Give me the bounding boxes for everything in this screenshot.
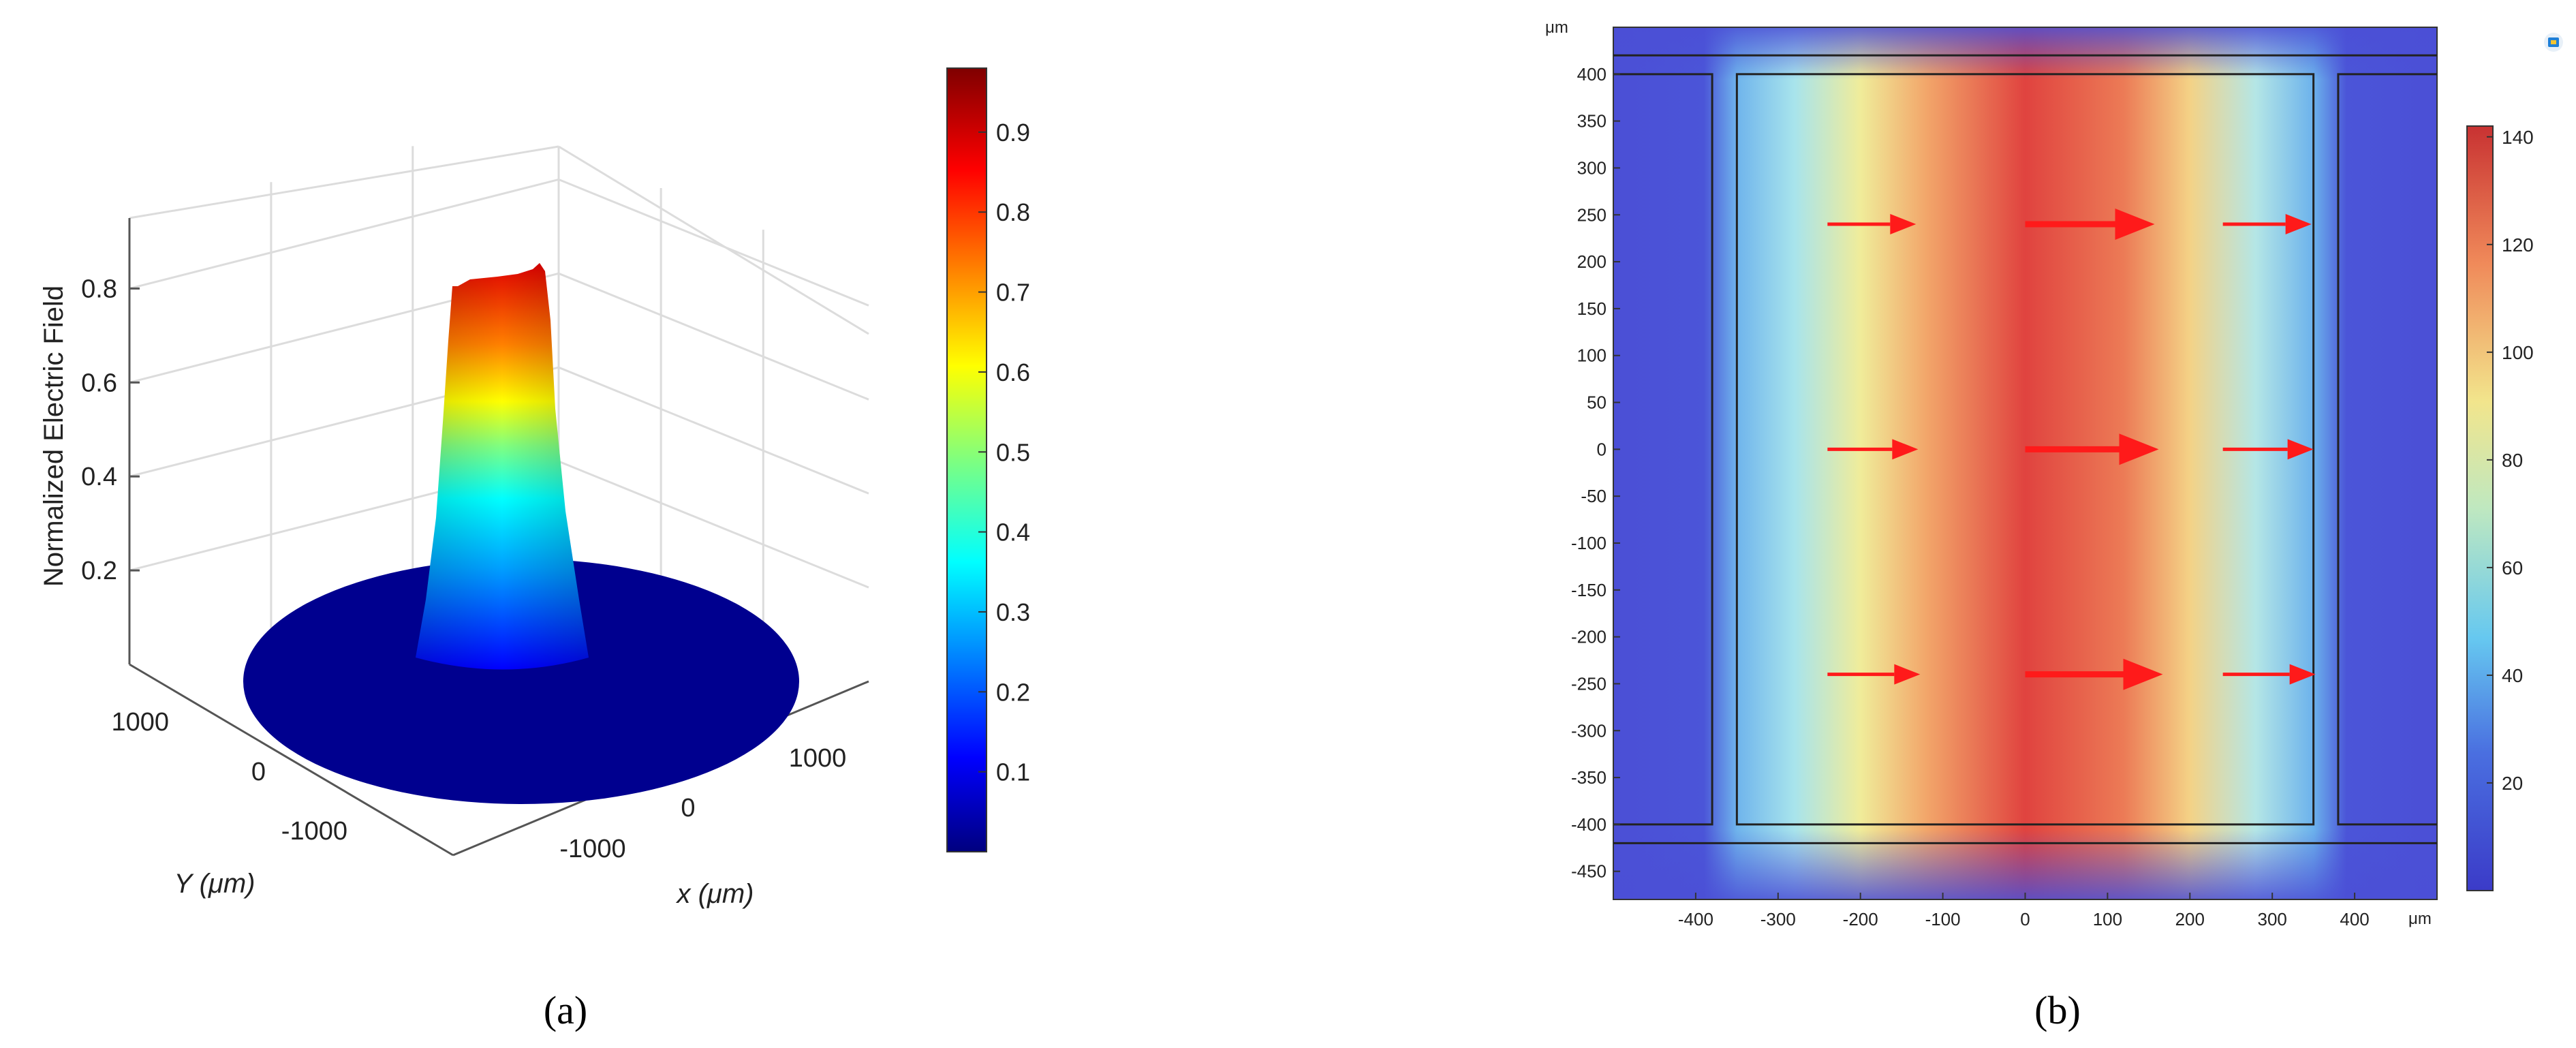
x-tick-label-b: 300	[2258, 909, 2287, 929]
caption-a: (a)	[544, 988, 587, 1032]
colorbar-a-tick-label: 0.4	[996, 519, 1030, 546]
colorbar-b-tick-label: 60	[2502, 557, 2523, 579]
outline-right	[2337, 73, 2437, 826]
x-tick-label-b: 0	[2020, 909, 2030, 929]
outline-left	[1613, 73, 1713, 826]
x-tick-label-b: 100	[2093, 909, 2122, 929]
colorbar-b	[2466, 125, 2494, 891]
grid-line	[129, 145, 559, 219]
y-tick-label-b: -100	[1571, 533, 1607, 553]
colorbar-a-tick-label: 0.6	[996, 358, 1030, 386]
colorbar-a-ticks: 0.1 0.2 0.3 0.4 0.5 0.6 0.7 0.8 0.9	[978, 119, 1030, 786]
x-tick-label-b: 200	[2175, 909, 2205, 929]
x-tick-label-b: 400	[2340, 909, 2369, 929]
y-tick-label-b: 0	[1597, 439, 1607, 459]
y-tick-label: 0	[251, 758, 266, 786]
y-tick-label-b: 100	[1577, 345, 1607, 366]
y-tick-label-b: -350	[1571, 767, 1607, 788]
z-axis: 0.2 0.4 0.6 0.8	[81, 218, 140, 664]
z-tick-label: 0.6	[81, 369, 117, 397]
y-tick-label-b: -50	[1581, 486, 1607, 506]
current-arrow-head	[2123, 658, 2163, 690]
current-arrow-head	[2289, 664, 2316, 685]
current-arrow-head	[2119, 433, 2159, 465]
panel-a: 0.2 0.4 0.6 0.8 -1000 0 1000 -1000 0 1000 Normal…	[39, 67, 1030, 909]
y-tick-label-b: 200	[1577, 251, 1607, 272]
axis-tick-labels-b: 400 350 300 250 200 150 100 50 0 -50 -100 -150 -200 -…	[1571, 64, 2370, 929]
current-arrow-head	[1894, 664, 1921, 685]
y-tick-label-b: -300	[1571, 720, 1607, 741]
grid-line-z	[129, 366, 869, 495]
y-tick-label-b: -150	[1571, 580, 1607, 600]
y-tick-label: 1000	[111, 708, 169, 737]
z-tick-label: 0.2	[81, 557, 117, 585]
colorbar-b-tick-label: 20	[2502, 773, 2523, 794]
y-tick-label-b: -400	[1571, 814, 1607, 835]
current-arrow-head	[1890, 214, 1917, 235]
y-tick-label-b: -450	[1571, 861, 1607, 882]
colorbar-a-tick-label: 0.3	[996, 598, 1030, 626]
z-tick-label: 0.8	[81, 275, 117, 303]
caption-b: (b)	[2034, 988, 2081, 1032]
colorbar-a-tick-label: 0.1	[996, 758, 1030, 786]
y-tick-label-b: 300	[1577, 157, 1607, 178]
current-arrows	[1827, 209, 2316, 690]
y-tick-label-b: 150	[1577, 298, 1607, 319]
surface-peak-shade	[416, 263, 589, 670]
colorbar-b-tick-label: 140	[2502, 127, 2534, 148]
colorbar-a-tick-label: 0.7	[996, 279, 1030, 307]
colorbar-b-tick-label: 80	[2502, 450, 2523, 471]
unit-label-x: μm	[2408, 910, 2432, 928]
axis-tick-labels: -1000 0 1000 -1000 0 1000	[111, 708, 846, 863]
grid-line	[558, 145, 869, 335]
colorbar-b-tick-label: 40	[2502, 665, 2523, 686]
current-arrow-head	[2115, 209, 2155, 241]
colorbar-b-tick-label: 100	[2502, 342, 2534, 363]
colorbar-a-tick-label: 0.8	[996, 198, 1030, 226]
y-tick-label-b: -200	[1571, 627, 1607, 647]
surface-base-disk	[243, 559, 799, 804]
field-heatmap-edge-fade	[1613, 27, 2437, 899]
y-tick-label-b: -250	[1571, 673, 1607, 694]
current-arrow-head	[2287, 439, 2314, 460]
x-tick-label-b: -400	[1678, 909, 1713, 929]
x-tick-label-b: -300	[1760, 909, 1796, 929]
grid-line-z	[129, 178, 869, 307]
y-tick-label-b: 400	[1577, 64, 1607, 84]
colorbar-a-tick-label: 0.9	[996, 119, 1030, 147]
colorbar-b-ticks: 20 40 60 80 100 120 140	[2487, 127, 2534, 794]
z-tick-label: 0.4	[81, 463, 117, 491]
current-arrow-head	[2285, 214, 2312, 235]
colorbar-a-tick-label: 0.2	[996, 678, 1030, 706]
z-axis-label: Normalized Electric Field	[39, 286, 69, 587]
x-axis-label: x (μm)	[676, 879, 754, 909]
colorbar-a-tick-label: 0.5	[996, 438, 1030, 466]
x-tick-label-b: -200	[1843, 909, 1878, 929]
y-tick-label-b: 50	[1587, 392, 1607, 413]
unit-label-y: μm	[1545, 18, 1568, 37]
x-tick-label: 1000	[789, 744, 847, 773]
y-axis-line	[129, 663, 454, 857]
x-tick-label: -1000	[559, 835, 625, 863]
x-tick-label-b: -100	[1925, 909, 1961, 929]
y-tick-label-b: 350	[1577, 111, 1607, 132]
x-tick-label: 0	[681, 794, 695, 822]
grid-line-z	[129, 272, 869, 401]
y-tick-label: -1000	[281, 817, 347, 846]
colorbar-a	[946, 67, 987, 852]
panel-b: μm μm 400350300250200150100500-50-100-15…	[1545, 18, 2563, 929]
toolbar-icon[interactable]	[2544, 33, 2563, 52]
y-axis-label: Y (μm)	[174, 869, 255, 899]
current-arrow-head	[1892, 439, 1919, 460]
y-tick-label-b: 250	[1577, 204, 1607, 225]
colorbar-b-tick-label: 120	[2502, 234, 2534, 256]
